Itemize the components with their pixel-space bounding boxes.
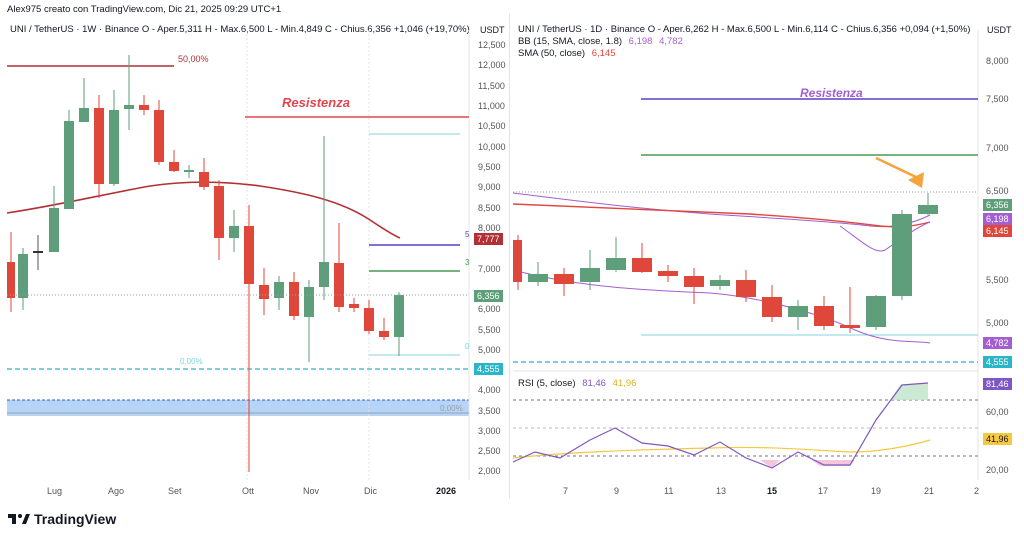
left-axis-label: 9,500	[478, 162, 501, 172]
rsi-oversold-fill-a	[760, 460, 780, 468]
left-axis-label: 12,000	[478, 60, 506, 70]
left-axis-label: 5,500	[478, 325, 501, 335]
bb-legend: BB (15, SMA, close, 1.8) 6,198 4,782	[518, 36, 683, 47]
sma-label: SMA (50, close)	[518, 48, 586, 59]
left-axis-label: 3,500	[478, 406, 501, 416]
rsi-axis-label: 20,00	[986, 465, 1009, 475]
left-legend: UNI / TetherUS · 1W · Binance O - Aper.5…	[10, 24, 470, 35]
left-time-label: Ott	[242, 486, 255, 496]
right-time-label: 21	[924, 486, 935, 496]
right-axis-label: 7,500	[986, 94, 1009, 104]
left-axis-label: 11,500	[478, 81, 505, 91]
right-bb-lower-tag: 4,782	[983, 337, 1012, 349]
left-axis-label: 12,500	[478, 40, 506, 50]
left-axis-label: 10,500	[478, 121, 506, 131]
left-time-label: Set	[168, 486, 182, 496]
bb-mid-band	[839, 221, 931, 252]
left-axis-label: 9,000	[478, 182, 501, 192]
right-support-tag: 4,555	[983, 356, 1012, 368]
left-axis-label: 2,500	[478, 446, 501, 456]
tradingview-brand: TradingView	[34, 511, 117, 527]
right-time-label: 13	[716, 486, 727, 496]
left-axis-label: 5,000	[478, 345, 501, 355]
left-currency: USDT	[480, 25, 505, 35]
bb-lower-value: 4,782	[659, 36, 683, 47]
left-time-label: Dic	[364, 486, 377, 496]
rsi-tag: 81,46	[983, 378, 1012, 390]
right-chart-canvas[interactable]	[510, 0, 1024, 500]
right-currency: USDT	[987, 25, 1012, 35]
tradingview-logo[interactable]: TradingView	[8, 511, 116, 527]
right-price-tag: 6,356	[983, 199, 1012, 211]
left-sma-tag: 7,777	[474, 233, 503, 245]
right-axis-label: 6,500	[986, 186, 1009, 196]
rsi-ma-value: 41,96	[612, 378, 637, 389]
right-time-label: 11	[664, 486, 674, 496]
left-axis-label: 10,000	[478, 142, 506, 152]
right-time-label: 19	[871, 486, 882, 496]
left-resistance-label: Resistenza	[282, 95, 350, 110]
left-chart-canvas[interactable]	[0, 0, 512, 500]
side-label-c: 0	[465, 342, 470, 351]
side-label-b: 3	[465, 258, 470, 267]
left-axis-label: 2,000	[478, 466, 501, 476]
left-axis-label: 6,000	[478, 304, 501, 314]
arrow-icon	[908, 172, 924, 188]
left-time-label: 2026	[436, 486, 457, 496]
bb-upper-band	[512, 192, 931, 228]
left-axis-label: 8,500	[478, 203, 501, 213]
right-time-label: 15	[767, 486, 778, 496]
bb-label: BB (15, SMA, close, 1.8)	[518, 36, 623, 47]
rsi-label: RSI (5, close)	[518, 378, 576, 389]
left-axis-label: 11,000	[478, 101, 505, 111]
left-candles	[7, 55, 404, 472]
watermark-header: Alex975 creato con TradingView.com, Dic …	[7, 4, 282, 15]
right-time-label: 7	[563, 486, 569, 496]
bb-upper-value: 6,198	[628, 36, 653, 47]
tradingview-logo-icon	[8, 514, 30, 524]
sma-value: 6,145	[591, 48, 616, 59]
bb-lower-band	[512, 269, 931, 344]
right-time-label: 17	[818, 486, 829, 496]
left-axis-label: 3,000	[478, 426, 501, 436]
right-axis-label: 7,000	[986, 143, 1009, 153]
sma50-curve	[512, 203, 931, 228]
left-time-label: Lug	[47, 486, 63, 496]
sma-curve	[6, 181, 401, 239]
rsi-ma-line	[512, 439, 931, 459]
right-candles	[513, 193, 938, 333]
rsi-overbought-fill	[890, 383, 928, 400]
fib-0-cyan-label: 0,00%	[180, 357, 203, 366]
right-resistance-label: Resistenza	[800, 86, 863, 100]
fib-0-label: 0,00%	[440, 404, 463, 413]
rsi-axis-label: 60,00	[986, 407, 1009, 417]
left-time-label: Nov	[303, 486, 320, 496]
right-axis-label: 5,500	[986, 275, 1009, 285]
arrow-shaft	[875, 156, 919, 180]
left-price-tag: 6,356	[474, 290, 503, 302]
right-time-label: 9	[614, 486, 620, 496]
support-zone	[7, 400, 469, 416]
rsi-ma-tag: 41,96	[983, 433, 1012, 445]
right-axis-label: 8,000	[986, 56, 1009, 66]
fib-50-label: 50,00%	[178, 54, 209, 64]
side-label-a: 5	[465, 230, 470, 239]
chart-divider	[509, 14, 510, 498]
left-axis-label: 4,000	[478, 385, 501, 395]
right-axis-label: 5,000	[986, 318, 1009, 328]
right-legend: UNI / TetherUS · 1D · Binance O - Aper.6…	[518, 24, 971, 35]
left-axis-label: 7,000	[478, 264, 501, 274]
rsi-value: 81,46	[582, 378, 606, 389]
left-axis-label: 8,000	[478, 223, 501, 233]
left-time-label: Ago	[108, 486, 125, 496]
right-bb-upper-tag: 6,198	[983, 213, 1012, 225]
right-sma-tag: 6,145	[983, 225, 1012, 237]
right-time-label: 2	[974, 486, 980, 496]
rsi-line	[512, 382, 929, 469]
sma-legend: SMA (50, close) 6,145	[518, 48, 615, 59]
left-support-tag: 4,555	[474, 363, 503, 375]
rsi-legend: RSI (5, close) 81,46 41,96	[518, 378, 636, 389]
